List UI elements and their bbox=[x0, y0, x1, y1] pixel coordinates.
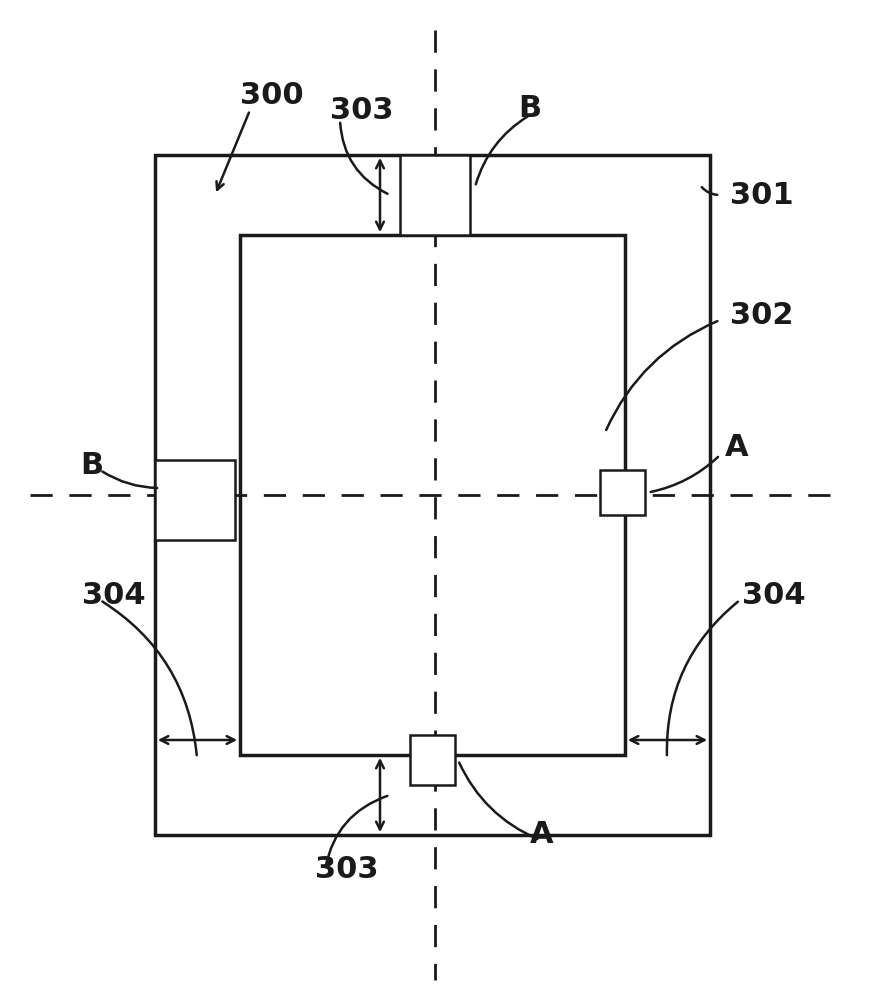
Text: A: A bbox=[724, 434, 747, 462]
Text: B: B bbox=[517, 94, 541, 123]
Bar bbox=[600, 470, 644, 515]
Text: B: B bbox=[80, 450, 103, 480]
Bar bbox=[400, 155, 469, 235]
Bar bbox=[155, 155, 709, 835]
Text: 300: 300 bbox=[240, 81, 303, 110]
Text: 304: 304 bbox=[741, 582, 805, 610]
Text: 303: 303 bbox=[329, 96, 393, 125]
Text: 303: 303 bbox=[315, 855, 378, 884]
Bar bbox=[155, 460, 235, 540]
Bar bbox=[409, 735, 454, 785]
Text: 304: 304 bbox=[82, 582, 145, 610]
Text: 301: 301 bbox=[729, 180, 793, 210]
Bar bbox=[240, 235, 624, 755]
Text: 302: 302 bbox=[729, 300, 793, 330]
Text: A: A bbox=[529, 820, 553, 849]
